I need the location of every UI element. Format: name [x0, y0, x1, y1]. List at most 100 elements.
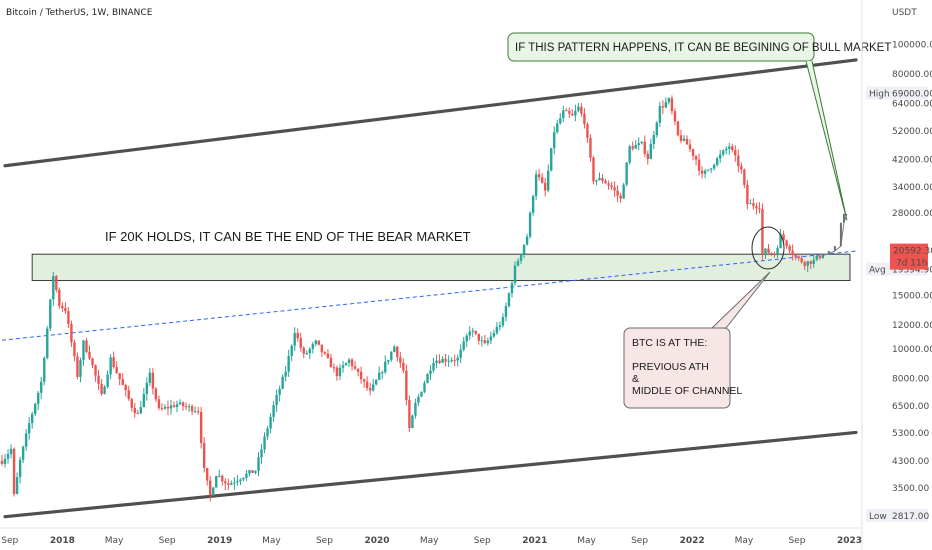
- candle: [356, 368, 360, 377]
- candle-body: [722, 150, 725, 155]
- candle: [399, 352, 402, 368]
- candle: [317, 340, 321, 346]
- candle-body: [797, 257, 800, 259]
- candle-body: [725, 148, 728, 151]
- candle-body: [290, 345, 293, 356]
- candle: [160, 403, 164, 411]
- candle-body: [631, 146, 634, 149]
- y-tick-label: 8000.00: [892, 375, 929, 385]
- candle-body: [456, 357, 459, 361]
- candle-body: [284, 371, 287, 377]
- candle-body: [46, 328, 49, 358]
- candle-body: [293, 333, 296, 346]
- candle: [522, 244, 526, 259]
- x-tick-label: 2019: [207, 536, 232, 546]
- candle: [49, 299, 52, 331]
- candle-body: [55, 276, 58, 290]
- candle: [166, 400, 170, 416]
- candle-body: [100, 383, 103, 394]
- candle: [154, 387, 158, 402]
- candle: [516, 258, 520, 267]
- candle: [368, 382, 372, 396]
- candle: [320, 344, 324, 357]
- candle-body: [24, 433, 28, 447]
- candle: [233, 477, 236, 490]
- candle: [432, 357, 435, 373]
- candle: [396, 346, 399, 362]
- candle-body: [323, 352, 327, 354]
- candle-body: [471, 330, 474, 332]
- candle-body: [181, 402, 185, 407]
- candle: [619, 192, 622, 203]
- candle: [631, 141, 634, 151]
- candle: [504, 302, 508, 322]
- channel-lines-layer: [3, 58, 858, 519]
- candle-body: [679, 135, 683, 141]
- x-tick-label: 2021: [522, 536, 547, 546]
- candle: [88, 345, 91, 360]
- candle: [510, 280, 514, 298]
- y-tick-label: 34000.00: [892, 183, 932, 193]
- candle: [562, 105, 565, 123]
- candle: [456, 354, 459, 367]
- candle: [761, 203, 764, 261]
- candle: [175, 400, 179, 413]
- y-tick-label: 28000.00: [892, 209, 932, 219]
- candle-body: [546, 170, 550, 191]
- x-tick-label: 2023: [837, 536, 862, 546]
- candle-body: [480, 340, 484, 342]
- candle: [245, 469, 248, 482]
- candle: [296, 328, 299, 342]
- candle: [513, 261, 517, 286]
- candle-body: [136, 413, 139, 415]
- candle: [818, 253, 821, 261]
- candle: [643, 135, 646, 158]
- candle-body: [670, 98, 674, 112]
- candle-body: [193, 411, 197, 413]
- candle: [722, 149, 725, 157]
- candle-body: [525, 236, 529, 245]
- candle-body: [242, 477, 245, 480]
- candle: [365, 376, 369, 391]
- candle-body: [411, 415, 414, 428]
- candle-body: [37, 392, 40, 404]
- candle: [574, 104, 577, 122]
- candle: [498, 321, 502, 331]
- candle-body: [344, 363, 348, 366]
- candle: [486, 337, 490, 346]
- candle: [251, 470, 254, 473]
- candle: [525, 233, 529, 246]
- x-tick-label: 2018: [50, 536, 75, 546]
- y-tick-label: 5300.00: [892, 429, 929, 439]
- currency-label: USDT: [892, 8, 917, 18]
- candle-body: [592, 157, 595, 182]
- candle: [242, 477, 245, 482]
- candle-body: [257, 457, 260, 471]
- candle-body: [329, 357, 333, 368]
- candle: [779, 229, 782, 249]
- candle: [326, 349, 330, 360]
- candle-body: [571, 113, 574, 116]
- candle-body: [803, 262, 806, 266]
- candle-body: [33, 403, 37, 414]
- candle-body: [577, 106, 580, 111]
- candle: [61, 302, 64, 313]
- btc-callout-line: &: [632, 373, 639, 385]
- candle-body: [218, 475, 221, 477]
- candle: [767, 243, 770, 254]
- candle: [589, 134, 592, 162]
- candle: [109, 354, 112, 379]
- candle: [519, 253, 523, 264]
- candle-body: [58, 289, 61, 306]
- candle: [85, 337, 88, 353]
- candle: [37, 390, 40, 411]
- candle-body: [40, 381, 43, 393]
- low-tag: Low: [869, 512, 887, 522]
- candle: [809, 260, 812, 269]
- candle: [212, 486, 215, 496]
- candle-body: [435, 360, 438, 363]
- candle-body: [212, 487, 215, 496]
- candle: [335, 365, 339, 381]
- candle: [474, 330, 477, 336]
